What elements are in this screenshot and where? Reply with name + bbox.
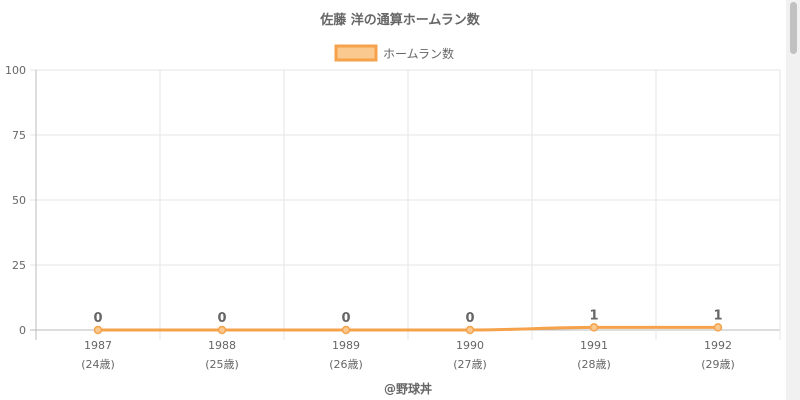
- x-tick-sublabel: (25歳): [205, 358, 239, 371]
- grid: [30, 69, 781, 340]
- data-point: [589, 323, 599, 332]
- x-tick-sublabel: (26歳): [329, 358, 363, 371]
- data-label: 0: [93, 311, 102, 326]
- footer-credit: @野球丼: [384, 381, 432, 396]
- tick-labels: 02550751001987(24歳)1988(25歳)1989(26歳)199…: [5, 64, 735, 371]
- chart-title: 佐藤 洋の通算ホームラン数: [319, 12, 480, 28]
- data-point: [465, 325, 475, 335]
- data-point: [93, 325, 103, 335]
- legend-label: ホームラン数: [383, 46, 454, 61]
- series-layer: 0 0 0 0 1 1: [93, 308, 723, 335]
- x-tick-label: 1990: [456, 339, 484, 352]
- scrollbar[interactable]: [786, 0, 800, 400]
- legend-swatch: [334, 44, 378, 62]
- x-tick-label: 1987: [84, 339, 112, 352]
- scrollbar-thumb[interactable]: [790, 2, 797, 54]
- y-tick-label: 25: [12, 259, 26, 272]
- x-tick-sublabel: (29歳): [701, 358, 735, 371]
- data-point: [341, 325, 351, 335]
- y-tick-label: 0: [19, 324, 26, 337]
- data-label: 0: [341, 311, 350, 326]
- x-tick-sublabel: (24歳): [81, 358, 115, 371]
- x-tick-label: 1989: [332, 339, 360, 352]
- y-tick-label: 50: [12, 194, 26, 207]
- x-tick-label: 1988: [208, 339, 236, 352]
- data-point: [713, 323, 723, 332]
- data-label: 0: [465, 311, 474, 326]
- series-line: [98, 325, 718, 332]
- x-tick-label: 1992: [704, 339, 732, 352]
- x-tick-label: 1991: [580, 339, 608, 352]
- data-label: 0: [217, 311, 226, 326]
- data-label: 1: [589, 308, 598, 323]
- y-tick-label: 100: [5, 64, 26, 77]
- legend: ホームラン数: [334, 44, 454, 62]
- data-label: 1: [713, 308, 722, 323]
- y-tick-label: 75: [12, 129, 26, 142]
- x-tick-sublabel: (27歳): [453, 358, 487, 371]
- x-tick-sublabel: (28歳): [577, 358, 611, 371]
- data-point: [217, 325, 227, 335]
